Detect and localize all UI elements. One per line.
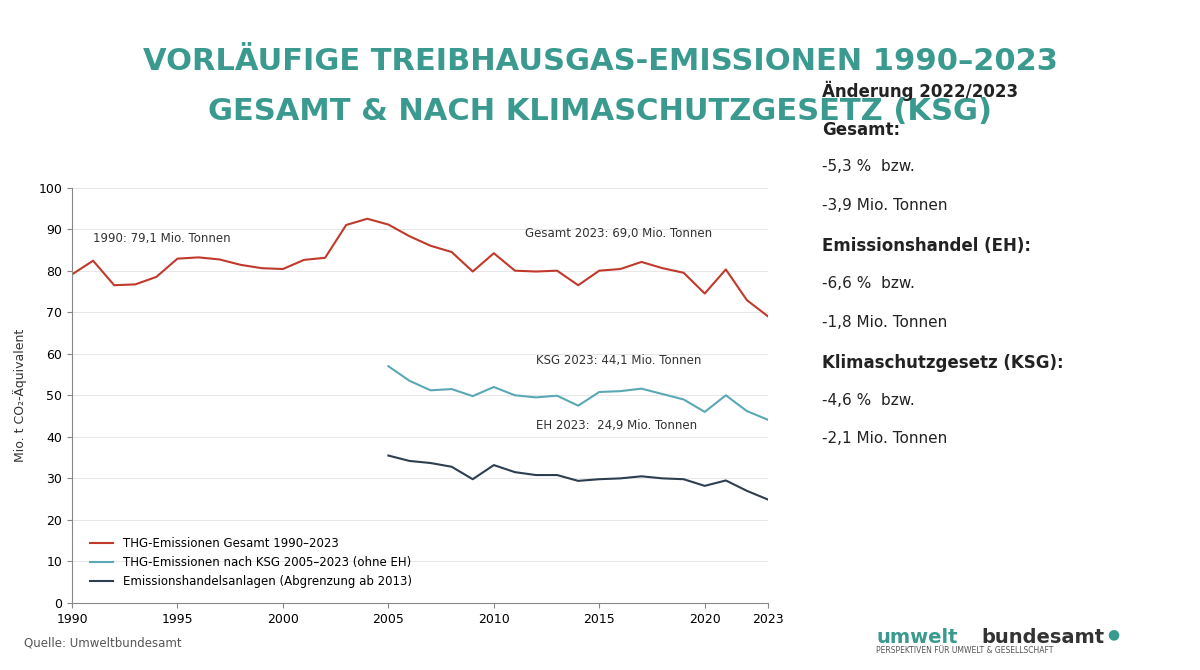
Text: -6,6 %  bzw.: -6,6 % bzw. [822, 276, 914, 291]
Text: VORLÄUFIGE TREIBHAUSGAS-EMISSIONEN 1990–2023: VORLÄUFIGE TREIBHAUSGAS-EMISSIONEN 1990–… [143, 47, 1057, 76]
Text: umwelt: umwelt [876, 628, 958, 647]
Text: -1,8 Mio. Tonnen: -1,8 Mio. Tonnen [822, 315, 947, 330]
Legend: THG-Emissionen Gesamt 1990–2023, THG-Emissionen nach KSG 2005–2023 (ohne EH), Em: THG-Emissionen Gesamt 1990–2023, THG-Emi… [85, 533, 416, 593]
Text: KSG 2023: 44,1 Mio. Tonnen: KSG 2023: 44,1 Mio. Tonnen [536, 354, 701, 367]
Text: Änderung 2022/2023: Änderung 2022/2023 [822, 80, 1018, 100]
Text: -2,1 Mio. Tonnen: -2,1 Mio. Tonnen [822, 431, 947, 446]
Y-axis label: Mio. t CO₂-Äquivalent: Mio. t CO₂-Äquivalent [13, 329, 28, 462]
Text: Klimaschutzgesetz (KSG):: Klimaschutzgesetz (KSG): [822, 354, 1063, 372]
Text: Emissionshandel (EH):: Emissionshandel (EH): [822, 237, 1031, 255]
Text: Gesamt 2023: 69,0 Mio. Tonnen: Gesamt 2023: 69,0 Mio. Tonnen [526, 227, 713, 241]
Text: PERSPEKTIVEN FÜR UMWELT & GESELLSCHAFT: PERSPEKTIVEN FÜR UMWELT & GESELLSCHAFT [876, 647, 1054, 655]
Text: -5,3 %  bzw.: -5,3 % bzw. [822, 159, 914, 174]
Text: EH 2023:  24,9 Mio. Tonnen: EH 2023: 24,9 Mio. Tonnen [536, 419, 697, 431]
Text: Quelle: Umweltbundesamt: Quelle: Umweltbundesamt [24, 637, 181, 650]
Text: Gesamt:: Gesamt: [822, 121, 900, 139]
Text: -3,9 Mio. Tonnen: -3,9 Mio. Tonnen [822, 198, 948, 213]
Text: bundesamt: bundesamt [982, 628, 1105, 647]
Text: 1990: 79,1 Mio. Tonnen: 1990: 79,1 Mio. Tonnen [94, 232, 230, 245]
Text: -4,6 %  bzw.: -4,6 % bzw. [822, 393, 914, 407]
Text: GESAMT & NACH KLIMASCHUTZGESETZ (KSG): GESAMT & NACH KLIMASCHUTZGESETZ (KSG) [208, 97, 992, 126]
Text: ●: ● [1108, 627, 1120, 641]
